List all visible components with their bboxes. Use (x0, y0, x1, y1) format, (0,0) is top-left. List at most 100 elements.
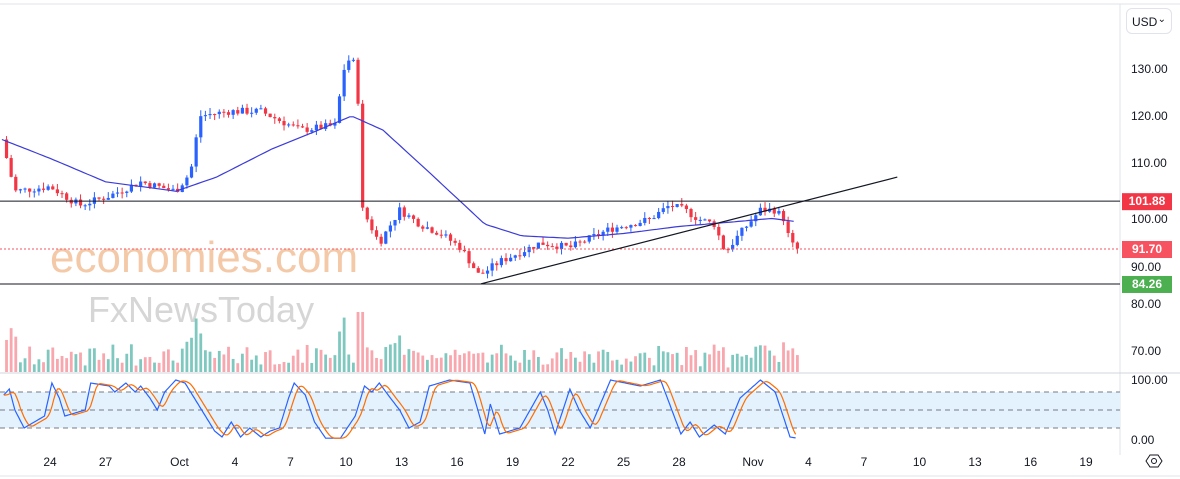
candle-body (277, 118, 281, 121)
candle-body (698, 219, 702, 221)
volume-bar (786, 350, 790, 372)
candle-body (88, 203, 92, 206)
candle-body (541, 242, 545, 245)
volume-bar (541, 364, 545, 372)
candle-body (273, 117, 277, 119)
candle-body (624, 227, 628, 229)
candle-body (398, 207, 402, 220)
candle-body (32, 191, 36, 193)
candle-body (337, 96, 342, 123)
volume-bar (338, 331, 341, 372)
candle-body (51, 186, 55, 190)
volume-bar (315, 348, 318, 372)
volume-bar (458, 354, 462, 372)
volume-bar (569, 352, 573, 372)
candle-body (726, 249, 730, 251)
volume-bar (361, 312, 365, 372)
volume-bar (176, 362, 180, 372)
candle-body (361, 103, 365, 208)
price-level-tag (1122, 241, 1172, 259)
candle-body (106, 197, 110, 200)
currency-label: USD (1132, 15, 1158, 29)
price-level-label: 101.88 (1129, 194, 1166, 208)
volume-bar (426, 359, 429, 372)
volume-bar (139, 359, 143, 372)
volume-bar (254, 355, 258, 372)
candle-body (772, 208, 776, 214)
time-tick-label: 16 (1024, 455, 1038, 469)
time-tick-label: 7 (861, 455, 868, 469)
candle-body (740, 227, 744, 236)
candle-body (754, 215, 758, 222)
volume-bar (296, 349, 300, 372)
candle-body (226, 112, 231, 115)
volume-bar (375, 357, 378, 372)
volume-bar (213, 357, 217, 372)
volume-bar (768, 350, 772, 372)
candle-body (430, 227, 434, 233)
volume-bar (620, 364, 624, 372)
volume-bar (416, 352, 420, 372)
moving-average-line (1, 116, 794, 239)
volume-bar (467, 351, 471, 372)
candle-body (319, 124, 323, 129)
volume-bar (606, 351, 610, 372)
volume-bar (74, 354, 78, 372)
volume-bar (42, 362, 45, 372)
volume-bar (657, 345, 661, 372)
volume-bar (222, 354, 226, 372)
candle-body (365, 207, 369, 220)
candle-body (254, 108, 258, 113)
time-tick-label: 10 (339, 455, 353, 469)
candle-body (9, 158, 13, 177)
candle-body (92, 197, 96, 204)
volume-bar (268, 350, 272, 372)
volume-bar (393, 343, 397, 372)
candle-body (324, 123, 328, 129)
candle-body (499, 258, 503, 266)
candle-body (97, 197, 101, 199)
time-tick-label: 19 (1079, 455, 1093, 469)
volume-bar (32, 364, 36, 372)
volume-bar (634, 356, 637, 372)
candle-body (60, 193, 64, 195)
volume-bar (217, 350, 221, 372)
candle-body (208, 114, 212, 116)
candle-body (610, 227, 614, 232)
price-tick-label: 90.00 (1131, 260, 1161, 274)
candle-body (573, 241, 577, 248)
volume-bar (685, 346, 688, 372)
volume-bar (93, 348, 96, 372)
candle-body (351, 59, 355, 61)
volume-bar (439, 357, 443, 372)
candle-body (115, 192, 120, 194)
candle-body (546, 244, 550, 247)
candle-body (643, 217, 647, 223)
watermark-economies-logo: economies.com (50, 233, 358, 282)
candle-body (504, 258, 508, 262)
volume-bar (453, 349, 457, 372)
volume-bar (402, 354, 406, 372)
candle-body (310, 130, 314, 132)
volume-bar (763, 345, 767, 372)
trendline (480, 176, 898, 285)
volume-bar (28, 346, 32, 372)
candle-body (263, 108, 268, 114)
volume-bar (680, 365, 684, 372)
volume-bar (587, 354, 591, 372)
volume-bar (65, 358, 69, 372)
candle-body (633, 225, 638, 227)
volume-bar (652, 365, 656, 372)
gear-hexagon-icon[interactable] (1145, 454, 1163, 468)
candle-body (347, 60, 351, 70)
currency-selector[interactable]: USD ⌄ (1126, 8, 1172, 34)
candle-body (744, 226, 749, 228)
candle-body (439, 234, 443, 236)
candle-body (411, 215, 416, 219)
volume-bar (624, 358, 628, 372)
volume-bar (250, 359, 254, 372)
candle-body (231, 110, 235, 115)
candle-body (28, 188, 32, 192)
volume-bar (125, 353, 129, 372)
